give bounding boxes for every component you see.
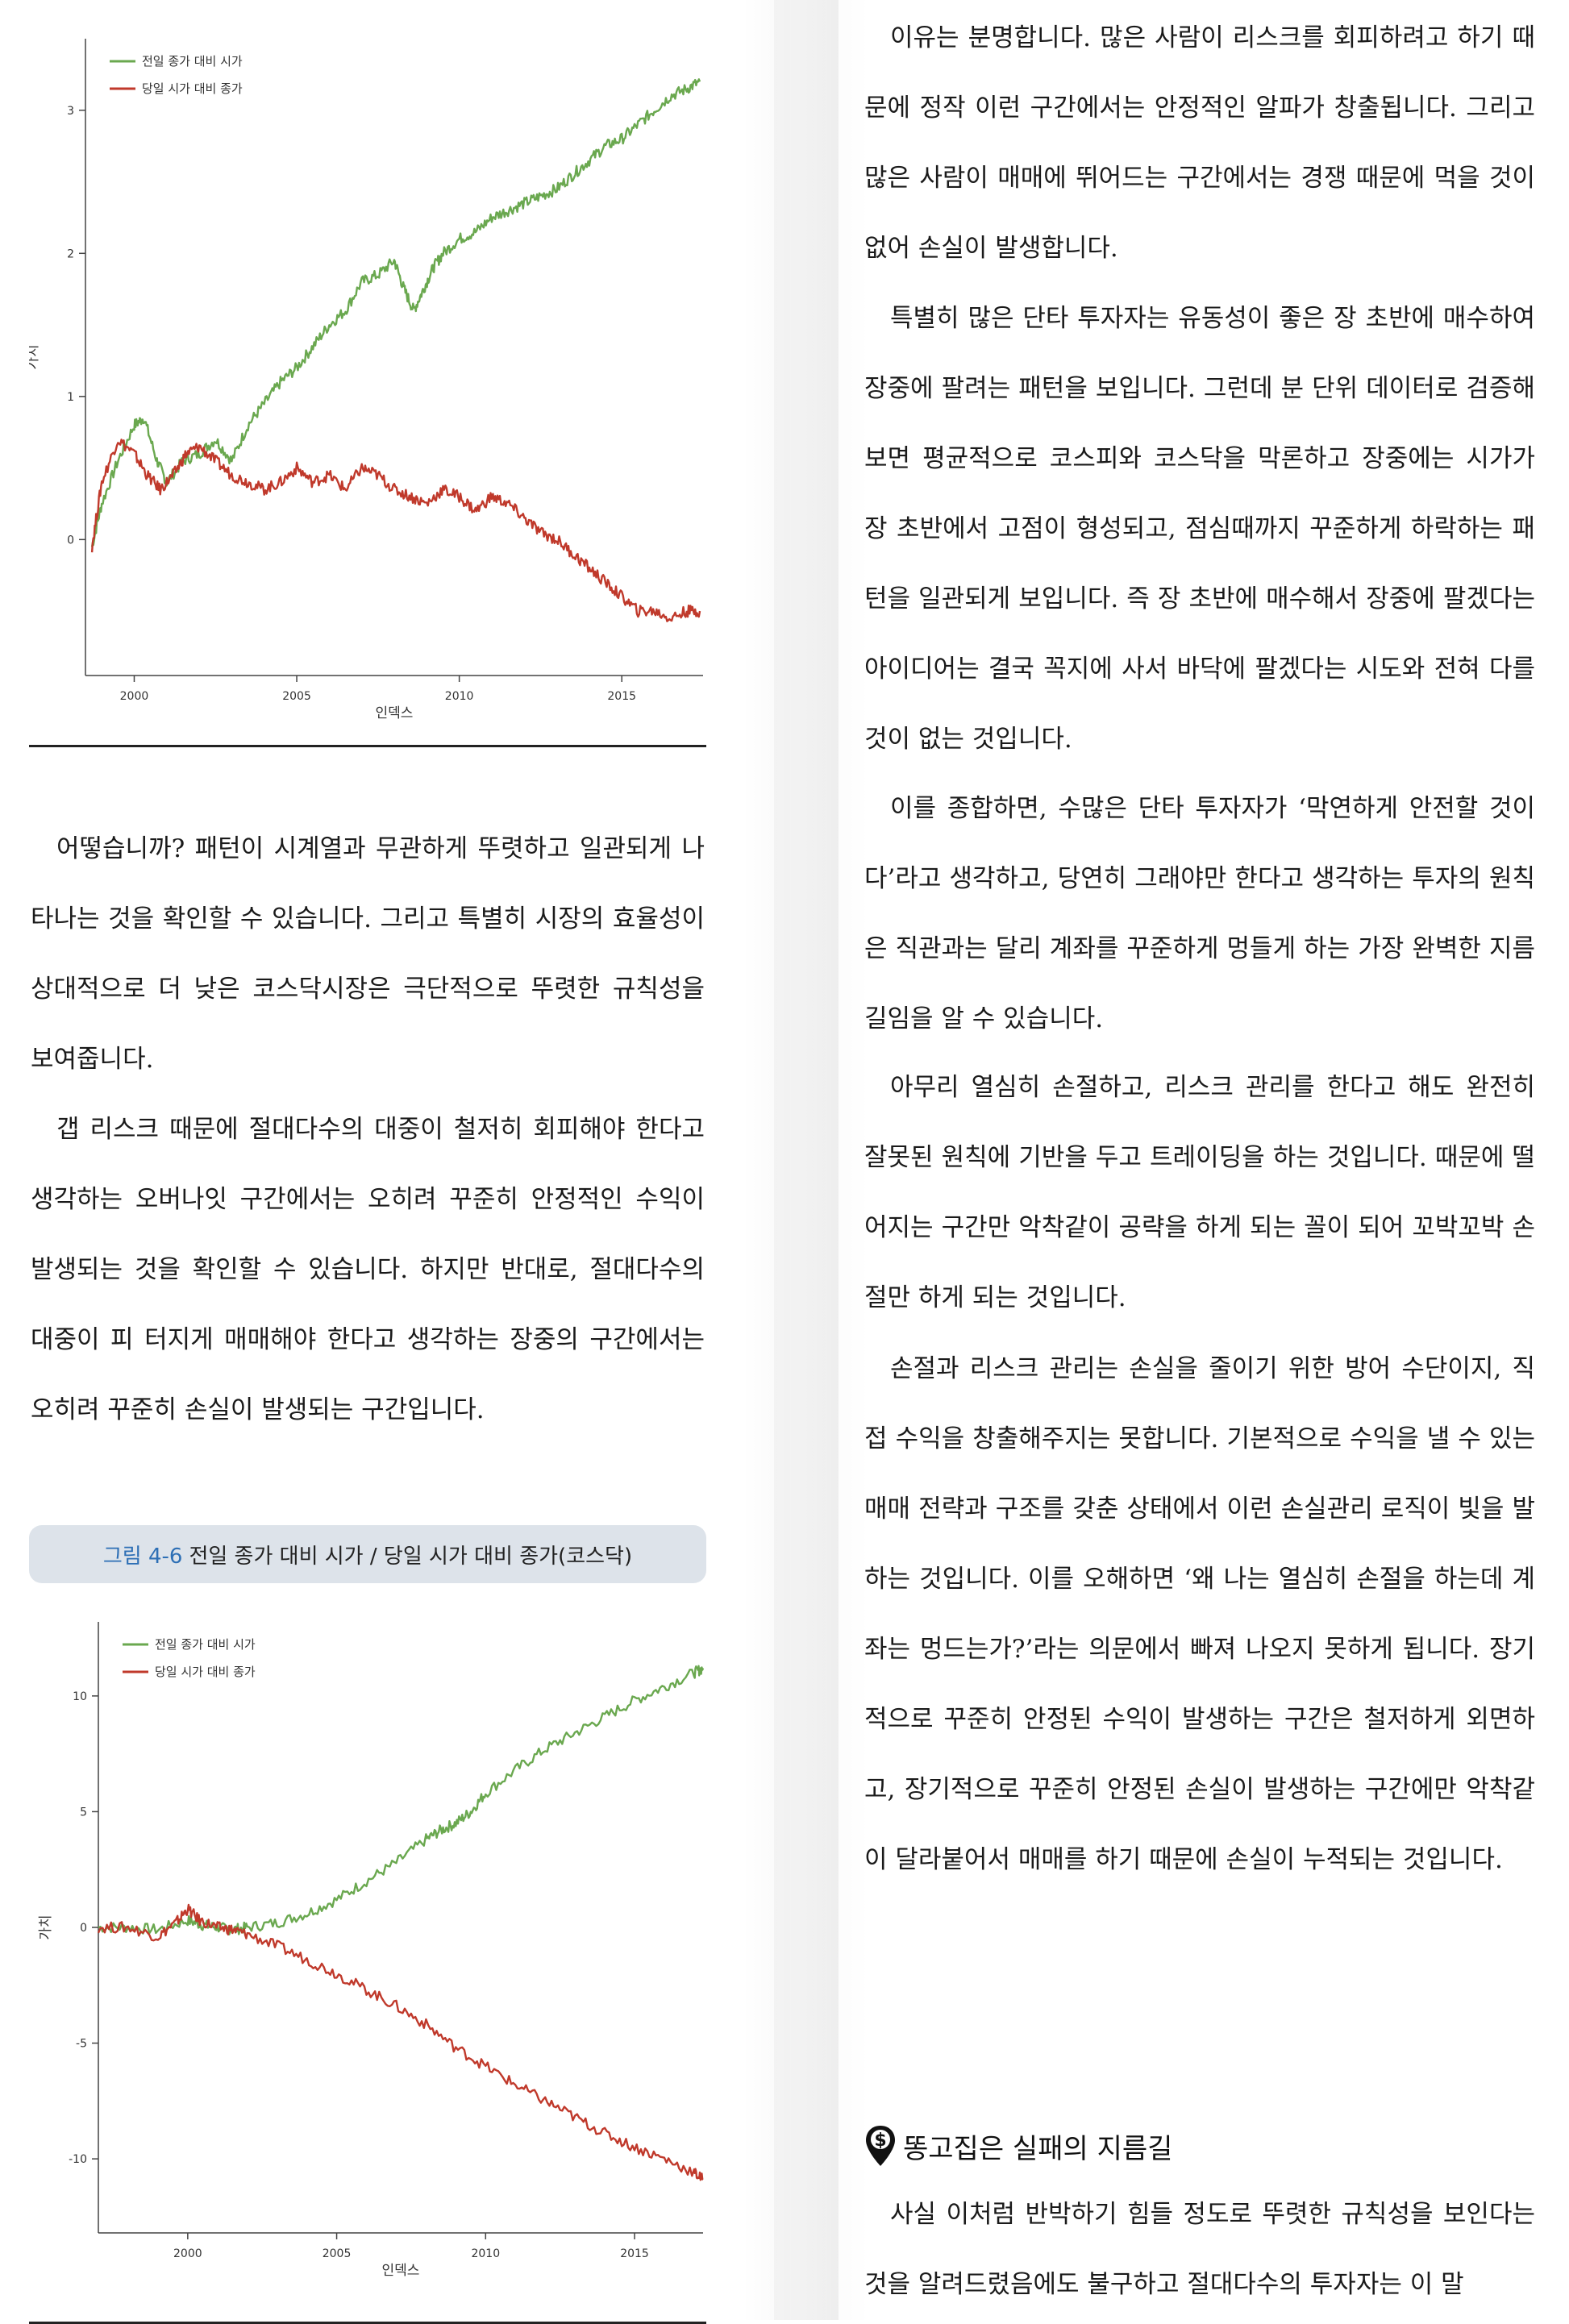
x-tick-label: 2015	[620, 2247, 649, 2260]
page-gutter-shadow-right	[774, 0, 871, 2320]
series-line-red	[97, 1903, 704, 2181]
right-paragraph-3: 이를 종합하면, 수많은 단타 투자자가 ‘막연하게 안전할 것이다’라고 생각…	[864, 794, 1535, 1033]
series-line-red	[90, 439, 701, 622]
x-axis-label: 인덱스	[376, 705, 414, 721]
left-paragraph-1: 어떻습니까? 패턴이 시계열과 무관하게 뚜렷하고 일관되게 나타나는 것을 확…	[31, 834, 705, 1074]
right-paragraph-4: 아무리 열심히 손절하고, 리스크 관리를 한다고 해도 완전히 잘못된 원칙에…	[864, 1073, 1535, 1312]
section-title: 똥고집은 실패의 지름길	[903, 2132, 1173, 2165]
x-tick-label: 2015	[607, 690, 636, 703]
y-tick-label: -5	[76, 2038, 87, 2051]
x-axis-label: 인덱스	[382, 2263, 420, 2279]
chart-kosdaq-plot: -10 -5 0 5 10 2000 2005 2010 2015 인덱스 가치 전일 종가 대비 시…	[38, 1622, 705, 2279]
svg-text:$: $	[874, 2131, 886, 2151]
legend-label: 전일 종가 대비 시가	[155, 1637, 256, 1652]
y-tick-label: 3	[67, 105, 74, 118]
left-paragraph-2: 갭 리스크 때문에 절대다수의 대중이 철저히 회피해야 한다고 생각하는 오버…	[31, 1115, 705, 1424]
figure-caption: 그림 4-6 전일 종가 대비 시가 / 당일 시가 대비 종가(코스닥)	[29, 1525, 706, 1583]
y-axis-label: 가치	[38, 1914, 54, 1939]
right-paragraph-1: 이유는 분명합니다. 많은 사람이 리스크를 회피하려고 하기 때문에 정작 이…	[864, 23, 1535, 263]
x-tick-label: 2005	[282, 690, 311, 703]
right-paragraph-5: 손절과 리스크 관리는 손실을 줄이기 위한 방어 수단이지, 직접 수익을 창…	[864, 1354, 1535, 1874]
y-tick-label: 0	[80, 1922, 87, 1935]
x-tick-label: 2000	[173, 2247, 202, 2260]
y-tick-label: 0	[67, 534, 74, 547]
section-paragraph: 사실 이처럼 반박하기 힘들 정도로 뚜렷한 규칙성을 보인다는 것을 알려드렸…	[864, 2200, 1535, 2299]
legend-label: 당일 시가 대비 종가	[142, 81, 243, 96]
x-tick-label: 2000	[120, 690, 149, 703]
y-tick-label: -10	[69, 2153, 87, 2166]
series-line-green	[98, 1665, 705, 1935]
y-tick-label: 5	[80, 1806, 87, 1819]
series-line-green	[90, 78, 701, 547]
figure-caption-text: 전일 종가 대비 시가 / 당일 시가 대비 종가(코스닥)	[189, 1544, 633, 1569]
x-tick-label: 2010	[471, 2247, 500, 2260]
money-pin-icon: $	[866, 2126, 895, 2166]
y-tick-label: 1	[67, 391, 74, 404]
legend-label: 전일 종가 대비 시가	[142, 54, 243, 69]
figure-number: 그림 4-6	[102, 1544, 183, 1569]
right-paragraph-2: 특별히 많은 단타 투자자는 유동성이 좋은 장 초반에 매수하여 장중에 팔려…	[864, 304, 1535, 754]
chart-kosdaq: -10 -5 0 5 10 2000 2005 2010 2015 인덱스 가치 전일 종가 대비 시…	[29, 1604, 706, 2324]
x-tick-label: 2005	[323, 2247, 352, 2260]
y-axis-label: 가치	[29, 344, 41, 369]
y-tick-label: 2	[67, 247, 74, 260]
x-tick-label: 2010	[445, 690, 474, 703]
section-heading: $ 똥고집은 실패의 지름길	[864, 2120, 1172, 2172]
y-tick-label: 10	[73, 1690, 87, 1703]
legend-label: 당일 시가 대비 종가	[155, 1665, 256, 1679]
page-gutter-shadow	[742, 0, 839, 2320]
